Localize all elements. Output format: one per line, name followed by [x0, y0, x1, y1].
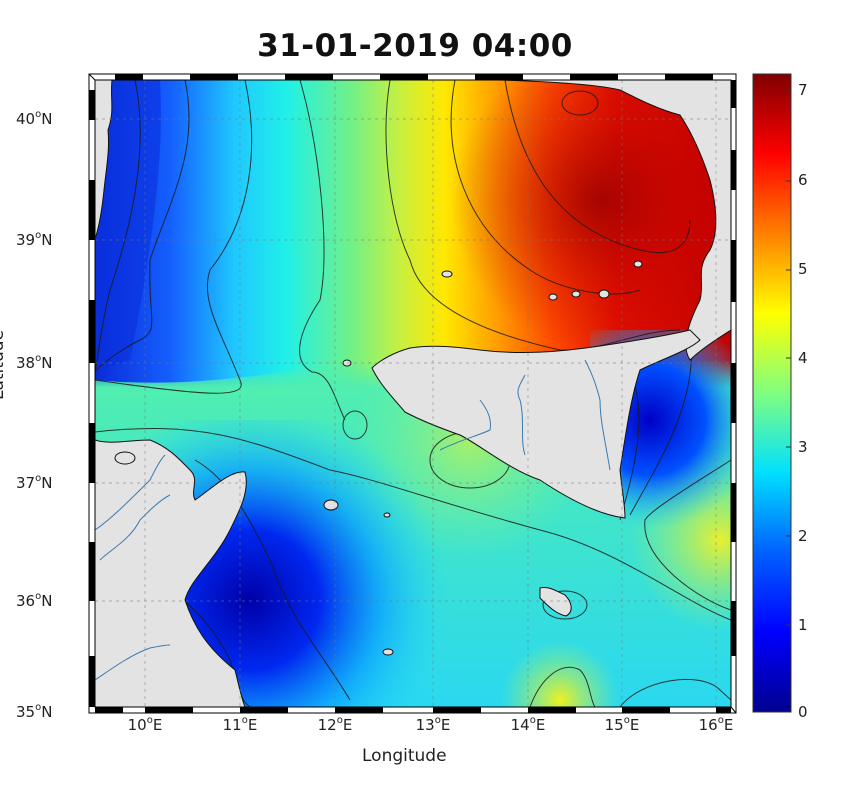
x-axis-label: Longitude — [362, 746, 447, 766]
lon-tick-15: 15oE — [604, 715, 640, 734]
lon-tick-13: 13oE — [415, 715, 451, 734]
island-pantelleria — [323, 499, 339, 511]
land-tunisia — [95, 439, 247, 707]
lat-tick-40: 40oN — [16, 109, 53, 128]
rivers — [95, 359, 611, 681]
lat-tick-39: 39oN — [16, 230, 53, 249]
colorbar-tick-3: 3 — [798, 438, 808, 456]
lon-tick-12: 12oE — [317, 715, 353, 734]
y-axis-label: Latitude — [0, 330, 8, 400]
map-frame — [88, 73, 737, 714]
island-malta — [539, 587, 572, 617]
land-sicily — [371, 329, 701, 519]
lat-tick-35: 35oN — [16, 702, 53, 721]
colorbar-tick-6: 6 — [798, 171, 808, 189]
colorbar-tick-4: 4 — [798, 349, 808, 367]
land-calabria — [499, 80, 731, 361]
colorbar — [752, 73, 792, 713]
colorbar-tick-7: 7 — [798, 81, 808, 99]
contour-lines — [95, 80, 731, 707]
lon-tick-16: 16oE — [698, 715, 734, 734]
colorbar-tick-1: 1 — [798, 616, 808, 634]
colorbar-tick-5: 5 — [798, 260, 808, 278]
lat-tick-36: 36oN — [16, 591, 53, 610]
grid-lines — [95, 80, 731, 707]
land-sardinia — [95, 80, 113, 237]
colorbar-tick-2: 2 — [798, 527, 808, 545]
chart-title: 31-01-2019 04:00 — [257, 28, 573, 64]
lat-tick-38: 38oN — [16, 353, 53, 372]
lon-tick-11: 11oE — [222, 715, 258, 734]
colorbar-tick-0: 0 — [798, 703, 808, 721]
lat-tick-37: 37oN — [16, 473, 53, 492]
land — [95, 80, 731, 707]
lon-tick-10: 10oE — [127, 715, 163, 734]
lon-tick-14: 14oE — [510, 715, 546, 734]
